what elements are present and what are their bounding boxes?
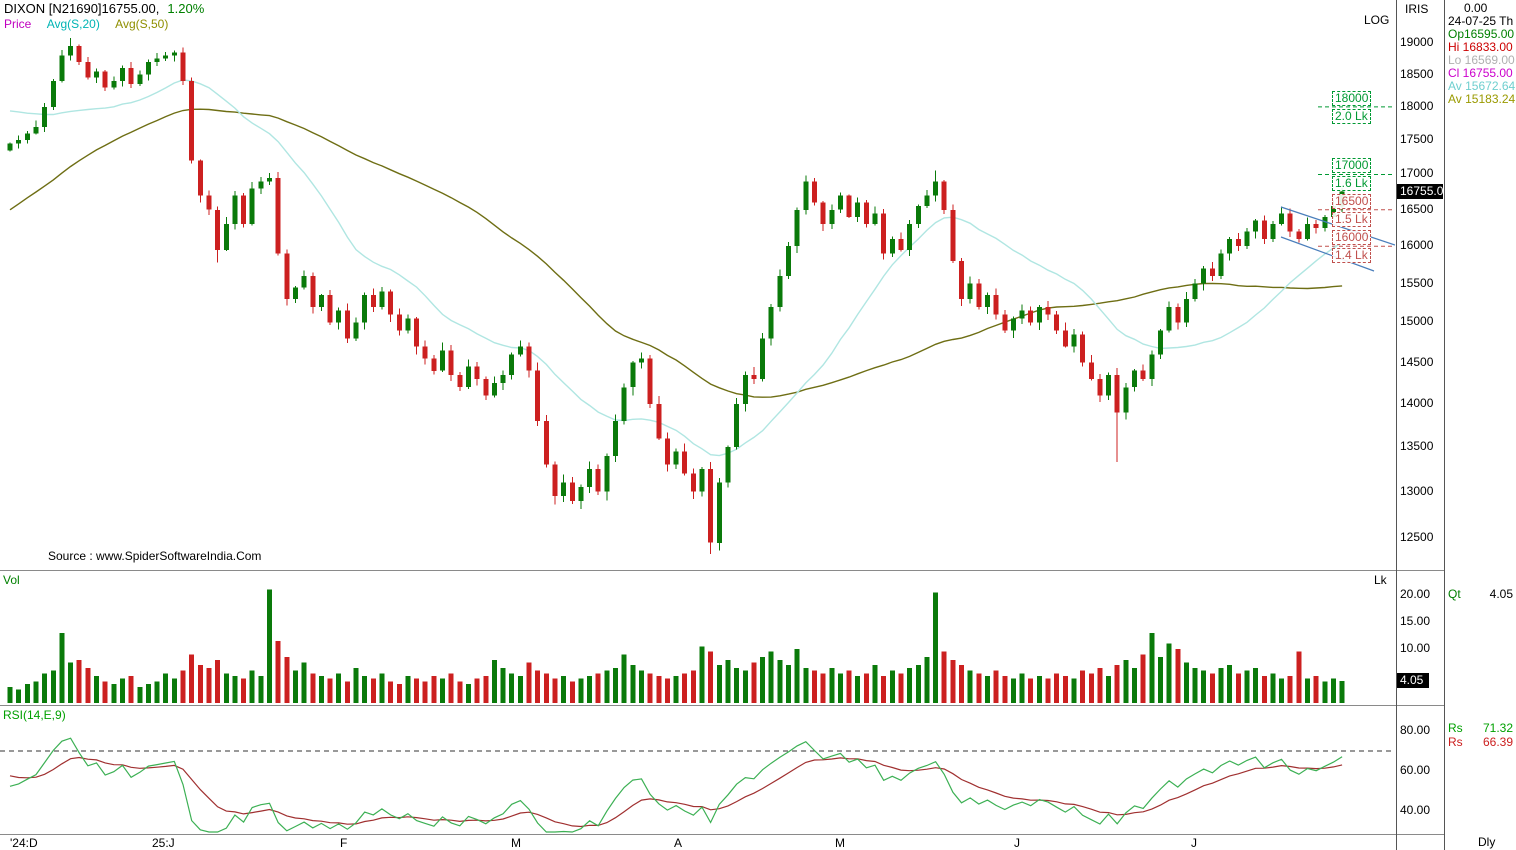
x-axis-label: A [674,836,683,850]
price-axis-tick: 17000 [1400,166,1434,180]
quote-open: Op16595.00 [1448,27,1515,41]
trendline[interactable] [1280,236,1375,272]
alert-price-label[interactable]: 18000 [1332,91,1372,106]
rsi-axis-tick: 80.00 [1400,723,1431,737]
rs-fast-label: Rs [1448,721,1463,735]
x-axis-label: 25:J [152,836,175,850]
quote-avg-slow: Av 15183.24 [1448,92,1516,106]
field-top-value: 0.00 [1464,1,1488,15]
price-axis-tick: 18000 [1400,99,1434,113]
axis-divider [0,834,1445,835]
price-axis-tick: 14000 [1400,396,1434,410]
chart-annotations-overlay: 18000 2.0 Lk 17000 1.6 Lk 16500 1.5 Lk 16000 1.… [1332,91,1372,263]
rsi-pane-label: RSI(14,E,9) [3,708,66,722]
alert-qty-label[interactable]: 2.0 Lk [1332,109,1371,124]
last-price-tag: 16755.0 [1397,184,1443,199]
periodicity-label[interactable]: Dly [1478,835,1496,849]
legend: Price Avg(S,20) Avg(S,50) [4,17,168,31]
iris-label: IRIS [1405,2,1429,16]
x-axis-label: M [835,836,845,850]
x-axis-label: M [511,836,521,850]
rsi-line [9,737,1343,833]
volume-chart[interactable] [0,571,1395,705]
volume-axis-tick: 15.00 [1400,614,1431,628]
volume-unit-label: Lk [1374,573,1387,587]
source-watermark: Source : www.SpiderSoftwareIndia.Com [48,549,262,563]
qt-value: 4.05 [1489,587,1513,601]
price-axis-tick: 14500 [1400,355,1434,369]
x-axis-label: F [340,836,348,850]
x-axis-label: J [1014,836,1020,850]
price-axis-tick: 15500 [1400,276,1434,290]
rsi-chart[interactable] [0,706,1395,834]
legend-avg20: Avg(S,20) [46,17,100,31]
price-axis-tick: 13500 [1400,439,1434,453]
volume-pane-label: Vol [3,573,20,587]
candlestick-layer[interactable] [7,38,1345,555]
price-axis-tick: 16500 [1400,202,1434,216]
volume-axis-tick: 10.00 [1400,641,1431,655]
rs-slow-value: 66.39 [1482,735,1513,749]
rsi-slow-row: Rs 66.39 [1448,736,1513,749]
price-axis-tick: 12500 [1400,530,1434,544]
price-axis-tick: 18500 [1400,67,1434,81]
volume-bars[interactable] [7,589,1345,703]
sma50-line [9,108,1343,398]
alert-qty-label[interactable]: 1.5 Lk [1332,212,1371,227]
legend-price: Price [4,17,32,31]
rsi-signal-line [9,756,1343,828]
rs-fast-value: 71.32 [1482,721,1513,735]
quote-low: Lo 16569.00 [1448,53,1515,67]
alert-qty-label[interactable]: 1.6 Lk [1332,176,1371,191]
rsi-axis-tick: 60.00 [1400,763,1431,777]
alert-qty-label[interactable]: 1.4 Lk [1332,248,1371,263]
rsi-fast-row: Rs 71.32 [1448,722,1513,735]
chart-area[interactable]: 18000 2.0 Lk 17000 1.6 Lk 16500 1.5 Lk 16000 1.… [0,0,1395,850]
change-percent: 1.20% [167,1,205,16]
pane-divider[interactable] [0,570,1445,571]
alert-price-label[interactable]: 16000 [1332,230,1372,245]
price-axis-tick: 16000 [1400,238,1434,252]
volume-axis-tick: 20.00 [1400,587,1431,601]
rs-slow-label: Rs [1448,735,1463,749]
price-axis-tick: 15000 [1400,314,1434,328]
price-chart[interactable] [0,0,1395,570]
qt-label: Qt [1448,587,1461,601]
alert-price-label[interactable]: 17000 [1332,158,1372,173]
quote-date: 24-07-25 Th [1448,14,1514,28]
pane-divider[interactable] [0,705,1445,706]
last-volume-tag: 4.05 [1397,673,1429,688]
sma20-line [9,79,1343,457]
quote-quantity-row: Qt 4.05 [1448,588,1513,601]
chart-header: DIXON [N21690]16755.00, 1.20% [4,2,204,16]
quote-high: Hi 16833.00 [1448,40,1513,54]
price-axis-tick: 13000 [1400,484,1434,498]
price-axis-tick: 19000 [1400,35,1434,49]
quote-avg-fast: Av 15672.64 [1448,79,1516,93]
scale-mode-label[interactable]: LOG [1364,13,1390,27]
legend-avg50: Avg(S,50) [115,17,169,31]
symbol-title: DIXON [N21690]16755.00, [4,1,160,16]
quote-close: Cl 16755.00 [1448,66,1513,80]
x-axis-label: '24:D [10,836,38,850]
price-axis-tick: 17500 [1400,132,1434,146]
price-axis[interactable]: IRIS 16755.0 4.05 19000 18500 18000 17500 17… [1396,0,1444,850]
rsi-axis-tick: 40.00 [1400,803,1431,817]
alert-price-label[interactable]: 16500 [1332,194,1372,209]
x-axis-label: J [1191,836,1197,850]
quote-panel: 0.00 24-07-25 Th Op16595.00 Hi 16833.00 … [1444,0,1516,850]
